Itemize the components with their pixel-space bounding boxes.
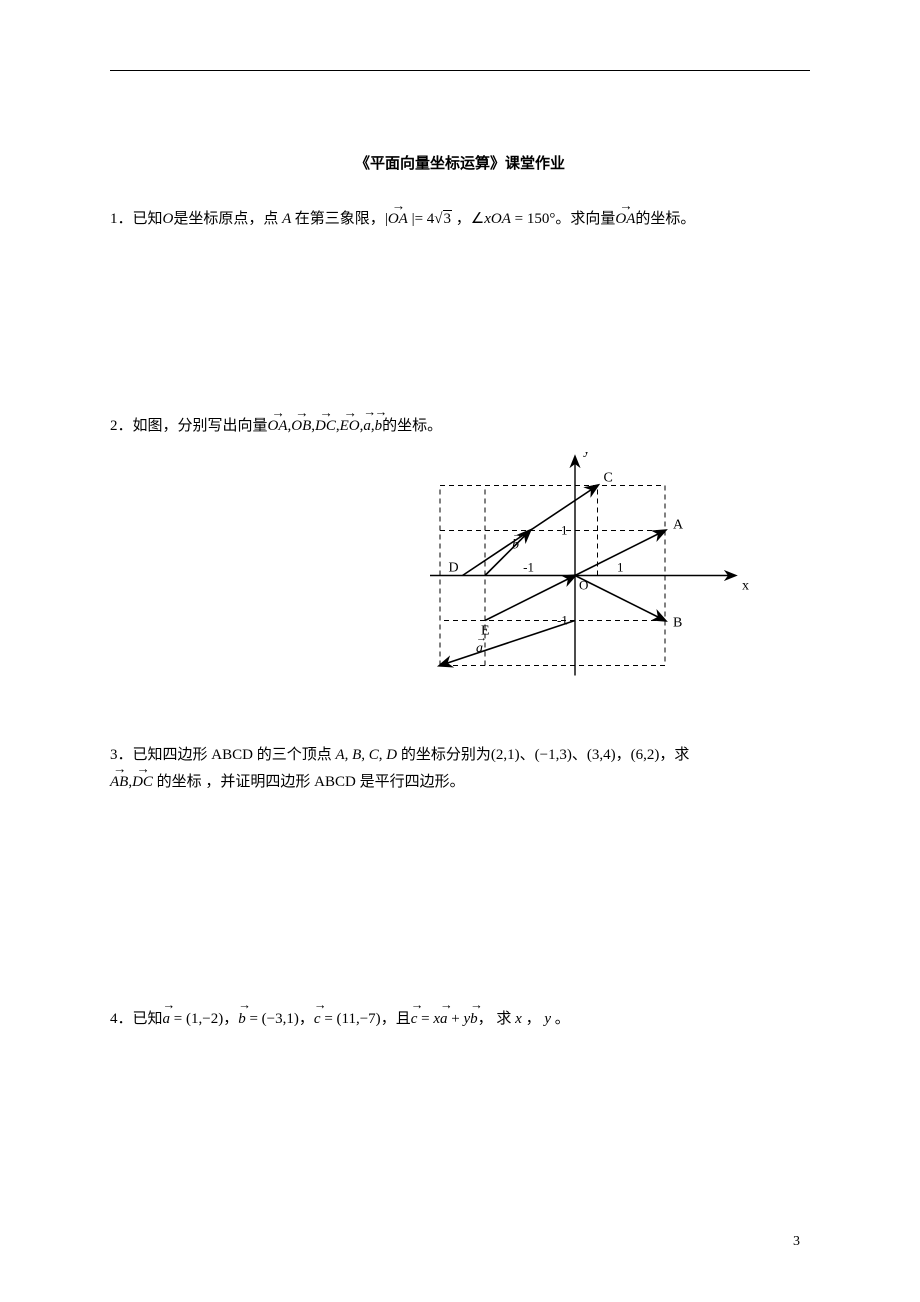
p2-t2: 的坐标。 [382,418,442,434]
svg-text:y: y [583,452,590,458]
p4-be: = (−3,1) [246,1011,299,1027]
p3-ABCD: A, B, C, D [332,747,401,763]
problem-2: 2．如图，分别写出向量→OA,→OB,→DC,→EO,→a,→b的坐标。 [110,413,810,440]
p4-x2: x [511,1011,525,1027]
p1-A: A [278,211,294,227]
svg-text:1: 1 [561,523,568,538]
p2-b: b [375,418,383,434]
vector-b-icon: →b [375,413,383,440]
p3-t3: ，求 [659,747,689,763]
problem-3: 3．已知四边形 ABCD 的三个顶点 A, B, C, D 的坐标分别为(2,1… [110,742,810,796]
vector-AB-icon: →AB [110,769,128,796]
p3-DC: DC [132,774,153,790]
p3-c4: (6,2) [631,747,660,763]
svg-text:B: B [673,616,682,631]
svg-text:→: → [476,632,487,644]
p4-t2: 。 [555,1011,570,1027]
p4-a2: a [440,1011,448,1027]
p4-plus: + [448,1011,464,1027]
vector-DC-icon: →DC [315,413,336,440]
page-number: 3 [793,1229,800,1254]
p2-a: a [363,418,371,434]
p3-c3: (3,4) [587,747,616,763]
p1-num: 1． [110,211,133,227]
vector-a-icon: →a [163,1006,171,1033]
page-title: 《平面向量坐标运算》课堂作业 [110,151,810,178]
p1-OA: OA [388,211,408,227]
p1-t4: 。求向量 [555,211,615,227]
vector-OA2-icon: →OA [615,206,635,233]
p4-y: y [463,1011,470,1027]
problem-1: 1．已知O是坐标原点，点 A 在第三象限，|→OA |= 4√3 ，∠xOA =… [110,206,810,233]
p4-ce: = (11,−7) [321,1011,381,1027]
svg-text:→: → [512,529,523,541]
vector-coordinate-diagram: xy1-11-1OABCDEa→b→ [410,452,810,682]
top-rule [110,70,810,71]
vector-a-icon: →a [363,413,371,440]
p4-x: x [433,1011,440,1027]
vector-DC-icon: →DC [132,769,153,796]
p3-s2: 、 [572,747,587,763]
p2-num: 2． [110,418,133,434]
p1-eq2: = 150° [511,211,555,227]
vector-a2-icon: →a [440,1006,448,1033]
p2-OB: OB [291,418,311,434]
p4-eq: = [417,1011,433,1027]
p4-num: 4． [110,1011,133,1027]
p3-c2: (−1,3) [535,747,572,763]
svg-text:A: A [673,518,684,533]
p3-s3: ， [616,747,631,763]
p2-DC: DC [315,418,336,434]
p4-c: c [314,1011,321,1027]
p4-s3: ，且 [381,1011,411,1027]
sqrt-icon: √3 [434,206,452,233]
vector-c2-icon: →c [411,1006,418,1033]
p4-a: a [163,1011,171,1027]
p2-EO: EO [340,418,360,434]
p3-t4: 的坐标 ，并证明四边形 ABCD 是平行四边形。 [153,774,465,790]
angle-icon: ∠ [471,211,484,227]
p1-t2: 是坐标原点，点 [173,211,278,227]
svg-text:1: 1 [617,560,624,575]
p3-c1: (2,1) [491,747,520,763]
p4-s5: ， [526,1011,541,1027]
diagram-container: xy1-11-1OABCDEa→b→ [110,452,810,692]
p1-O: O [163,211,174,227]
p1-t5: 的坐标。 [635,211,695,227]
vector-OA-icon: →OA [268,413,288,440]
p4-s1: ， [223,1011,238,1027]
p1-sqrt3: 3 [443,210,453,227]
p4-s2: ， [299,1011,314,1027]
p4-b2: b [470,1011,478,1027]
vector-EO-icon: →EO [340,413,360,440]
p1-t3: 在第三象限， [295,211,385,227]
p1-t1: 已知 [133,211,163,227]
p2-t1: 如图，分别写出向量 [133,418,268,434]
vector-OB-icon: →OB [291,413,311,440]
vector-b-icon: →b [238,1006,246,1033]
p4-y2: y [541,1011,555,1027]
svg-text:C: C [604,471,613,486]
p3-t2: 的坐标分别为 [401,747,491,763]
vector-b2-icon: →b [470,1006,478,1033]
p3-AB: AB [110,774,128,790]
problem-4: 4．已知→a = (1,−2)，→b = (−3,1)，→c = (11,−7)… [110,1006,810,1033]
svg-text:x: x [742,579,749,594]
p2-OA: OA [268,418,288,434]
p4-s4: ， 求 [478,1011,512,1027]
svg-text:-1: -1 [523,560,534,575]
vector-OA-icon: →OA [388,206,408,233]
p4-t1: 已知 [133,1011,163,1027]
p4-ae: = (1,−2) [170,1011,223,1027]
p1-comma: ， [452,211,471,227]
p1-eq1: |= 4 [408,211,434,227]
p3-t1: 已知四边形 ABCD 的三个顶点 [133,747,332,763]
svg-text:D: D [449,561,459,576]
p1-OA2: OA [615,211,635,227]
p3-s1: 、 [520,747,535,763]
vector-c-icon: →c [314,1006,321,1033]
p4-c2: c [411,1011,418,1027]
p1-xOA: xOA [484,211,511,227]
p4-b: b [238,1011,246,1027]
